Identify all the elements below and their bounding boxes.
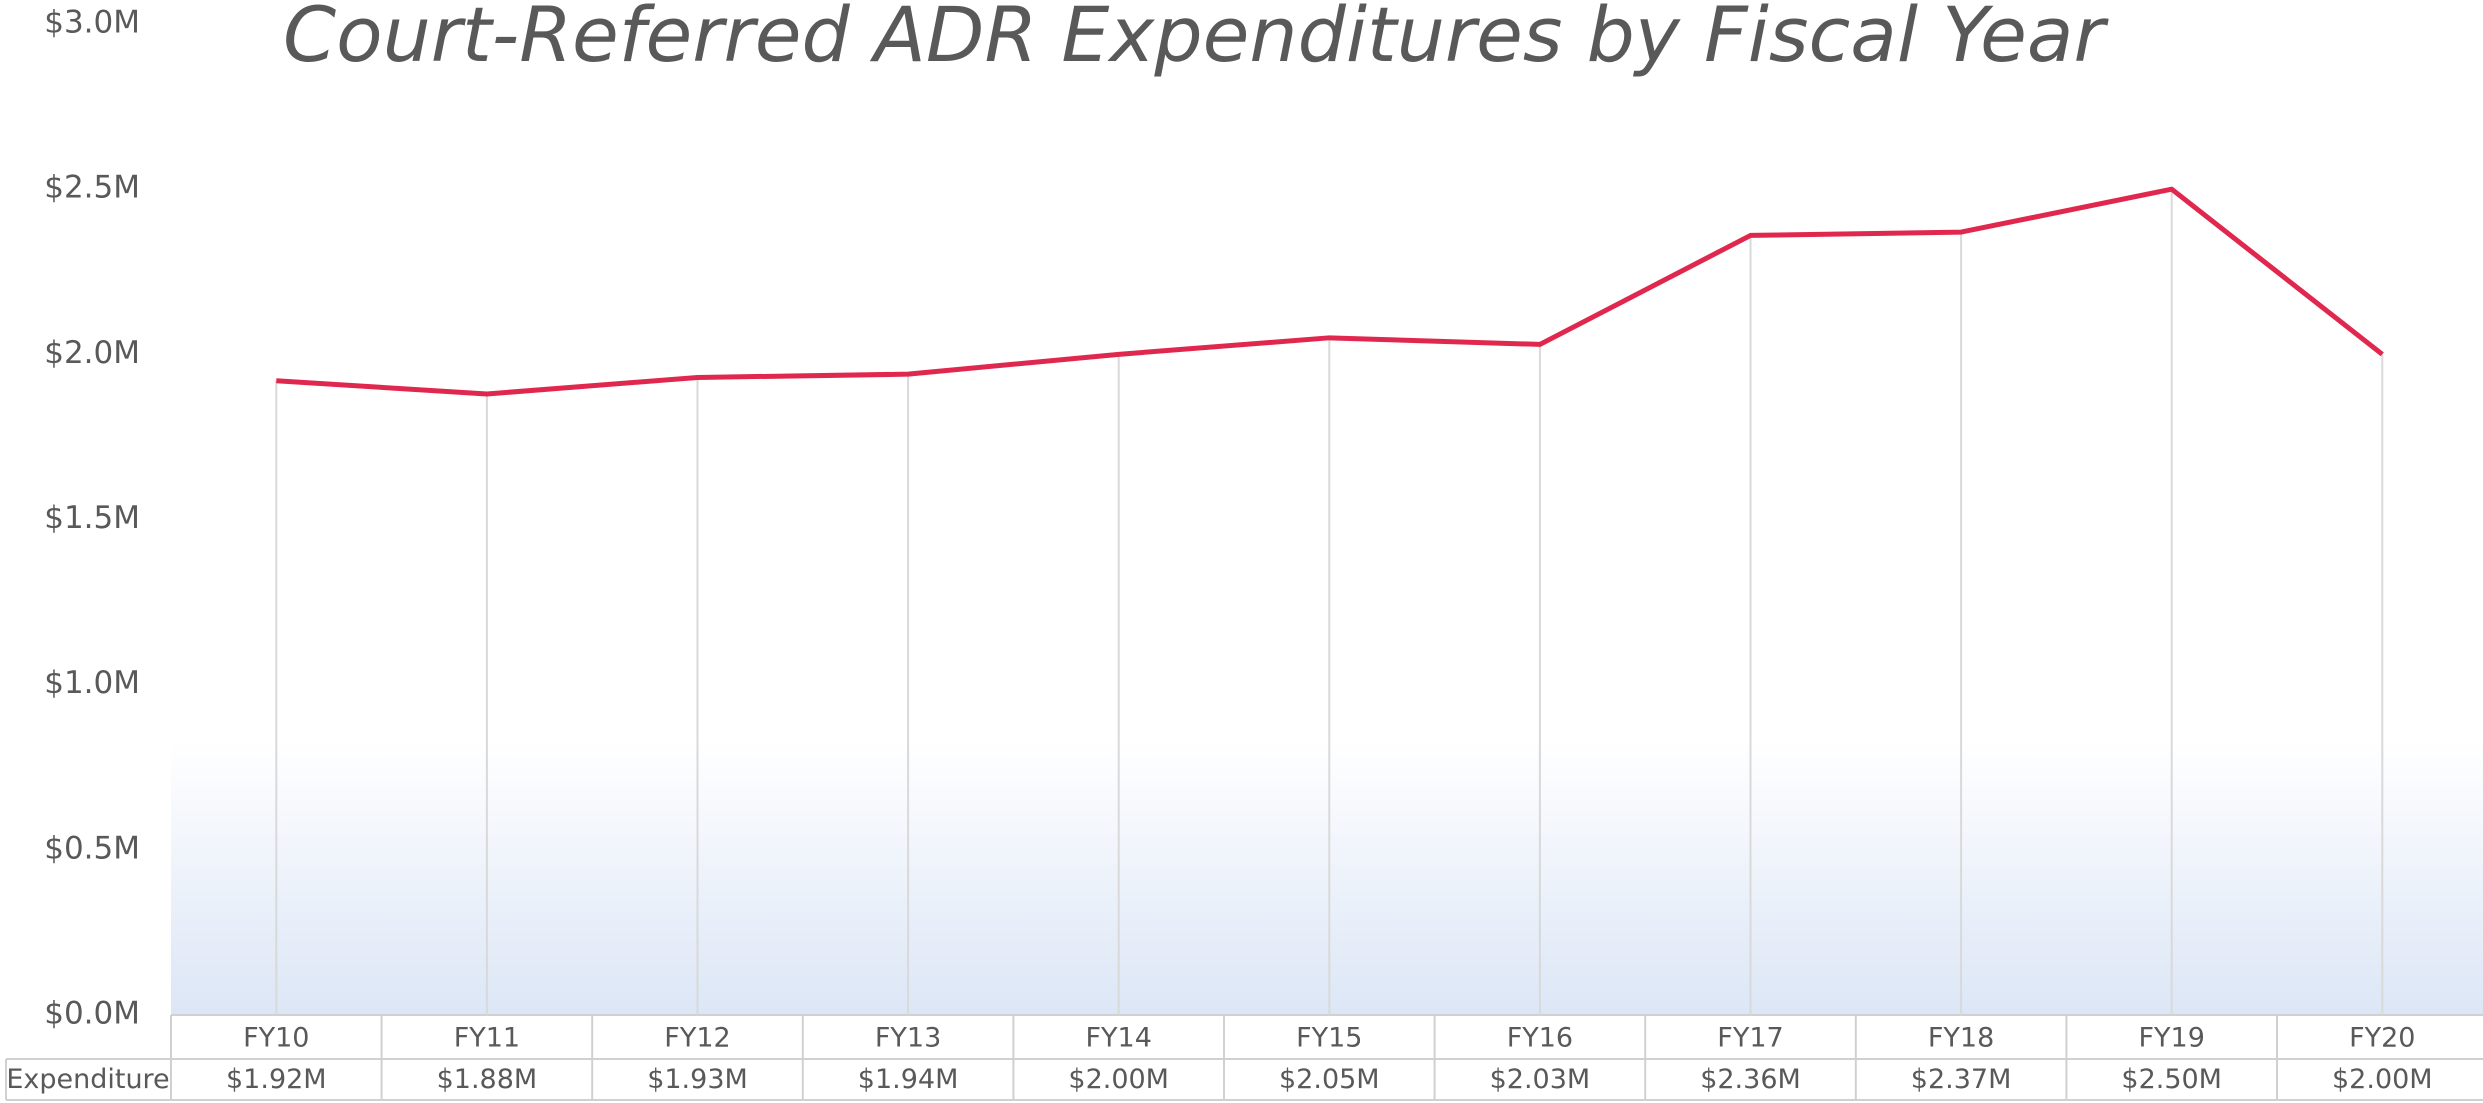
y-tick-label: $0.0M bbox=[44, 996, 140, 1032]
line bbox=[276, 186, 2384, 397]
x-tick-label: FY15 bbox=[1296, 1023, 1362, 1054]
x-tick-label: FY19 bbox=[2139, 1023, 2205, 1054]
data-label: $2.37M bbox=[1911, 1064, 2012, 1095]
y-tick-label: $2.0M bbox=[44, 335, 140, 371]
data-label: $2.50M bbox=[2121, 1064, 2222, 1095]
y-tick-label: $1.5M bbox=[44, 500, 140, 536]
data-label: $1.88M bbox=[437, 1064, 538, 1095]
data-label: $1.93M bbox=[647, 1064, 748, 1095]
data-label: $1.94M bbox=[858, 1064, 959, 1095]
x-tick-label: FY20 bbox=[2349, 1023, 2415, 1054]
data-label: $1.92M bbox=[226, 1064, 327, 1095]
x-tick-label: FY12 bbox=[664, 1023, 730, 1054]
x-tick-label: FY18 bbox=[1928, 1023, 1994, 1054]
data-label: $2.00M bbox=[1068, 1064, 1169, 1095]
plot-background bbox=[171, 740, 2483, 1015]
x-tick-label: FY14 bbox=[1086, 1023, 1152, 1054]
x-tick-label: FY16 bbox=[1507, 1023, 1573, 1054]
legend-label: Expenditure bbox=[6, 1064, 169, 1095]
x-tick-label: FY13 bbox=[875, 1023, 941, 1054]
x-tick-label: FY17 bbox=[1717, 1023, 1783, 1054]
data-label: $2.36M bbox=[1700, 1064, 1801, 1095]
x-tick-label: FY10 bbox=[243, 1023, 309, 1054]
y-tick-label: $1.0M bbox=[44, 665, 140, 701]
y-tick-label: $0.5M bbox=[44, 830, 140, 866]
x-tick-label: FY11 bbox=[454, 1023, 520, 1054]
y-tick-label: $3.0M bbox=[44, 5, 140, 41]
y-tick-label: $2.5M bbox=[44, 170, 140, 206]
chart-title: Court-Referred ADR Expenditures by Fisca… bbox=[283, 0, 2109, 79]
data-label: $2.03M bbox=[1490, 1064, 1591, 1095]
data-label: $2.05M bbox=[1279, 1064, 1380, 1095]
data-label: $2.00M bbox=[2332, 1064, 2433, 1095]
